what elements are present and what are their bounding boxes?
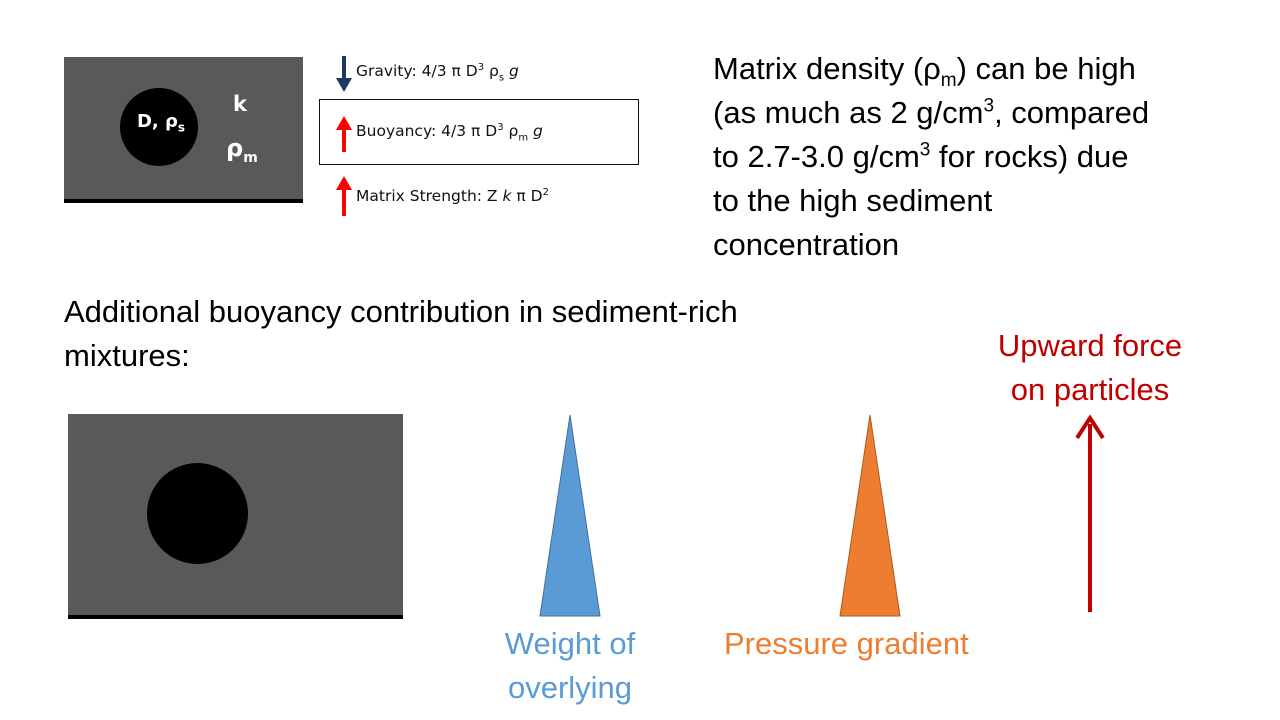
pressure-label: Pressure gradient [724,626,969,661]
particle-top [120,88,198,166]
force-arrows [336,56,352,216]
buoyancy-formula: Buoyancy: 4/3 π D3 ρm g [356,122,543,144]
pressure-triangle [839,414,901,617]
strength-arrow-up-icon [336,176,352,216]
additional-buoyancy-text: Additional buoyancy contribution in sedi… [64,294,738,373]
upward-force-label: Upward force on particles [997,328,1183,407]
matrix-box-top-base [64,199,303,203]
buoyancy-frame [319,99,639,165]
gravity-formula: Gravity: 4/3 π D3 ρs g [356,62,519,84]
weight-label: Weight of overlying [504,626,636,705]
matrix-density-text: Matrix density (ρm) can be high (as much… [713,51,1150,262]
strength-k-label: k [233,92,247,116]
pressure-diagram [539,414,1105,617]
weight-triangle [539,414,601,617]
matrix-density-label: ρm [226,134,258,166]
matrix-box-bottom-base [68,615,403,619]
particle-label: D, ρs [136,111,186,135]
particle-bottom [147,463,248,564]
upward-arrow-icon [1075,414,1105,612]
strength-formula: Matrix Strength: Z k π D2 [356,187,549,206]
gravity-arrow-down-icon [336,56,352,92]
buoyancy-arrow-up-icon [336,116,352,152]
